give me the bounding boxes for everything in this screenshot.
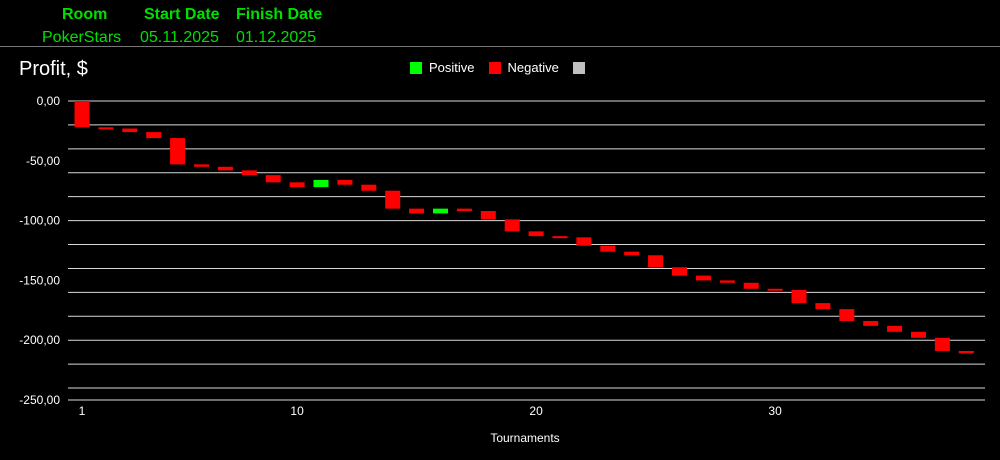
waterfall-bar bbox=[504, 219, 520, 232]
waterfall-bar bbox=[648, 255, 664, 268]
waterfall-bar bbox=[74, 101, 90, 128]
legend-negative-label: Negative bbox=[507, 60, 559, 75]
waterfall-bar bbox=[122, 128, 138, 133]
waterfall-bar bbox=[791, 289, 807, 304]
y-tick-label: -250,00 bbox=[19, 393, 60, 407]
legend-negative[interactable]: Negative bbox=[488, 60, 559, 75]
waterfall-bar bbox=[456, 208, 472, 212]
waterfall-bar bbox=[433, 208, 448, 214]
waterfall-bar bbox=[887, 325, 903, 332]
waterfall-bar bbox=[241, 170, 257, 176]
waterfall-bar bbox=[385, 190, 401, 209]
chart-legend: Positive Negative bbox=[410, 60, 606, 75]
room-label: Room bbox=[62, 6, 108, 23]
waterfall-bar bbox=[170, 138, 186, 165]
header-divider bbox=[0, 46, 1000, 47]
y-tick-label: -50,00 bbox=[26, 154, 60, 168]
waterfall-bar bbox=[528, 231, 544, 237]
x-tick-label: 20 bbox=[529, 404, 543, 418]
start-date-value: 05.11.2025 bbox=[140, 29, 219, 46]
waterfall-bar bbox=[552, 236, 568, 239]
room-value: PokerStars bbox=[42, 29, 122, 46]
waterfall-bar bbox=[743, 282, 759, 289]
y-tick-label: 0,00 bbox=[37, 94, 61, 108]
x-tick-label: 30 bbox=[768, 404, 782, 418]
waterfall-bar bbox=[194, 164, 209, 167]
waterfall-bar bbox=[958, 350, 974, 354]
waterfall-bar bbox=[576, 237, 592, 246]
legend-neutral-swatch bbox=[572, 61, 585, 74]
waterfall-bar bbox=[146, 132, 162, 139]
x-tick-label: 10 bbox=[290, 404, 304, 418]
legend-positive[interactable]: Positive bbox=[410, 60, 475, 75]
y-tick-label: -150,00 bbox=[19, 273, 60, 287]
waterfall-bar bbox=[839, 309, 855, 322]
waterfall-bar bbox=[289, 182, 305, 188]
waterfall-bar bbox=[934, 337, 950, 351]
waterfall-bar bbox=[719, 280, 735, 283]
y-tick-label: -100,00 bbox=[19, 214, 60, 228]
waterfall-bar bbox=[217, 166, 233, 171]
waterfall-bar bbox=[695, 275, 711, 281]
finish-date-label: Finish Date bbox=[236, 6, 323, 23]
waterfall-bar bbox=[815, 303, 831, 310]
y-tick-label: -200,00 bbox=[19, 333, 60, 347]
legend-neutral[interactable] bbox=[572, 61, 592, 74]
x-axis-label: Tournaments bbox=[490, 431, 559, 445]
waterfall-bar bbox=[265, 175, 281, 183]
legend-positive-swatch bbox=[410, 61, 422, 74]
legend-positive-label: Positive bbox=[429, 60, 475, 75]
report-header: Room PokerStars Start Date 05.11.2025 Fi… bbox=[0, 0, 1000, 46]
legend-negative-swatch bbox=[488, 61, 501, 74]
waterfall-bar bbox=[600, 245, 616, 252]
waterfall-bar bbox=[337, 179, 353, 185]
start-date-label: Start Date bbox=[144, 6, 220, 23]
waterfall-bar bbox=[624, 251, 640, 256]
waterfall-bar bbox=[361, 184, 377, 191]
waterfall-bar bbox=[480, 211, 496, 220]
waterfall-bar bbox=[672, 267, 687, 276]
waterfall-bar bbox=[409, 208, 425, 214]
x-tick-label: 1 bbox=[79, 404, 86, 418]
waterfall-bar bbox=[313, 179, 329, 188]
finish-date-value: 01.12.2025 bbox=[236, 29, 317, 46]
waterfall-bar bbox=[863, 321, 879, 326]
waterfall-bar bbox=[98, 127, 114, 130]
chart-title: Profit, $ bbox=[19, 58, 88, 80]
waterfall-bar bbox=[911, 331, 926, 338]
waterfall-bar bbox=[767, 288, 783, 291]
